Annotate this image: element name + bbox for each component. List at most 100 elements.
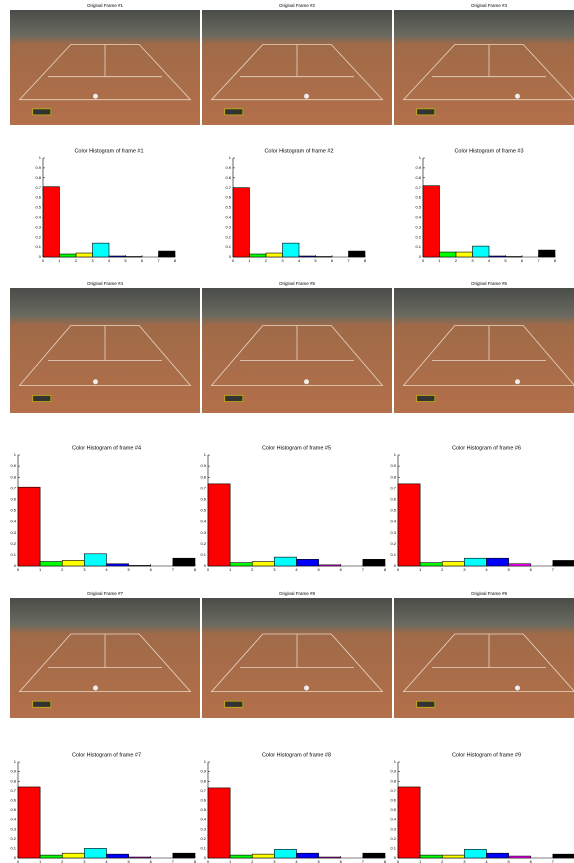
x-tick-label: 5 <box>504 258 507 263</box>
y-tick-label: 0.9 <box>225 165 231 170</box>
y-tick-label: 0.8 <box>200 778 206 783</box>
y-tick-label: 0.3 <box>10 826 16 831</box>
bar <box>319 857 341 858</box>
y-tick-label: 0.2 <box>225 234 231 239</box>
y-tick-label: 0.3 <box>415 224 421 229</box>
y-tick-label: 0.6 <box>200 496 206 501</box>
x-tick-label: 3 <box>83 859 86 863</box>
x-tick-label: 7 <box>552 859 555 863</box>
y-tick-label: 0.7 <box>225 185 231 190</box>
bar <box>398 484 420 566</box>
frame-title: Original Frame #7 <box>87 591 124 596</box>
bar <box>297 559 319 566</box>
x-tick-label: 6 <box>340 859 343 863</box>
y-tick-label: 0.6 <box>10 496 16 501</box>
y-tick-label: 0.8 <box>390 474 396 479</box>
x-tick-label: 7 <box>362 567 365 572</box>
y-tick-label: 0.5 <box>390 807 396 812</box>
y-tick-label: 0.2 <box>200 541 206 546</box>
bar <box>464 849 486 858</box>
y-tick-label: 0.5 <box>200 807 206 812</box>
y-tick-label: 0.4 <box>35 214 41 219</box>
y-tick-label: 0.8 <box>200 474 206 479</box>
player <box>304 686 309 691</box>
x-tick-label: 3 <box>83 567 86 572</box>
x-tick-label: 1 <box>419 859 422 863</box>
x-tick-label: 2 <box>265 258 268 263</box>
x-tick-label: 5 <box>318 859 321 863</box>
x-tick-label: 6 <box>150 859 153 863</box>
bar <box>473 246 490 257</box>
y-tick-label: 0.5 <box>225 205 231 210</box>
y-tick-label: 0.9 <box>415 165 421 170</box>
frame-image <box>394 10 574 125</box>
bar <box>43 187 60 257</box>
bar <box>252 562 274 566</box>
x-tick-label: 7 <box>157 258 160 263</box>
bar <box>319 565 341 566</box>
x-tick-label: 3 <box>463 567 466 572</box>
x-tick-label: 5 <box>314 258 317 263</box>
bar <box>398 787 420 858</box>
x-tick-label: 0 <box>397 567 400 572</box>
bar <box>230 563 252 566</box>
x-tick-label: 7 <box>172 859 175 863</box>
y-tick-label: 1 <box>394 452 397 457</box>
x-tick-label: 2 <box>61 859 64 863</box>
y-tick-label: 0.1 <box>35 244 41 249</box>
x-tick-label: 8 <box>174 258 177 263</box>
frame-image <box>394 598 574 718</box>
bar <box>173 558 195 566</box>
player <box>93 94 98 99</box>
bar <box>464 558 486 566</box>
y-tick-label: 0.4 <box>10 519 16 524</box>
bar <box>553 560 574 566</box>
bar <box>84 554 106 566</box>
bar <box>109 256 126 257</box>
frame-title: Original Frame #3 <box>471 3 508 8</box>
score-badge <box>33 109 51 115</box>
bar <box>297 853 319 858</box>
x-tick-label: 3 <box>463 859 466 863</box>
x-tick-label: 1 <box>39 859 42 863</box>
bar <box>129 857 151 858</box>
x-tick-label: 6 <box>530 859 533 863</box>
bar <box>363 853 385 858</box>
chart-title: Color Histogram of frame #4 <box>72 445 141 451</box>
x-tick-label: 4 <box>485 859 488 863</box>
x-tick-label: 7 <box>172 567 175 572</box>
player <box>515 379 520 384</box>
x-tick-label: 4 <box>295 859 298 863</box>
x-tick-label: 2 <box>455 258 458 263</box>
chart-title: Color Histogram of frame #9 <box>452 752 521 758</box>
y-tick-label: 0.7 <box>200 485 206 490</box>
y-tick-label: 0.8 <box>10 474 16 479</box>
bar <box>487 558 509 566</box>
chart-title: Color Histogram of frame #7 <box>72 752 141 758</box>
score-badge <box>417 396 435 402</box>
bar <box>208 484 230 566</box>
y-tick-label: 1 <box>39 155 42 160</box>
score-badge <box>225 701 243 707</box>
frame-image <box>10 288 200 413</box>
x-tick-label: 0 <box>207 859 210 863</box>
y-tick-label: 0.8 <box>10 778 16 783</box>
x-tick-label: 7 <box>552 567 555 572</box>
score-badge <box>33 396 51 402</box>
score-badge <box>417 109 435 115</box>
y-tick-label: 0.8 <box>415 175 421 180</box>
bar <box>509 564 531 566</box>
bar <box>18 787 40 858</box>
bar <box>423 186 440 257</box>
frame-image <box>202 288 392 413</box>
y-tick-label: 0.3 <box>200 826 206 831</box>
bar <box>76 253 93 257</box>
bar <box>442 562 464 566</box>
y-tick-label: 0.6 <box>35 195 41 200</box>
player <box>93 379 98 384</box>
bar <box>18 487 40 566</box>
bar <box>274 557 296 566</box>
y-tick-label: 1 <box>229 155 232 160</box>
x-tick-label: 2 <box>441 859 444 863</box>
y-tick-label: 0.5 <box>200 508 206 513</box>
